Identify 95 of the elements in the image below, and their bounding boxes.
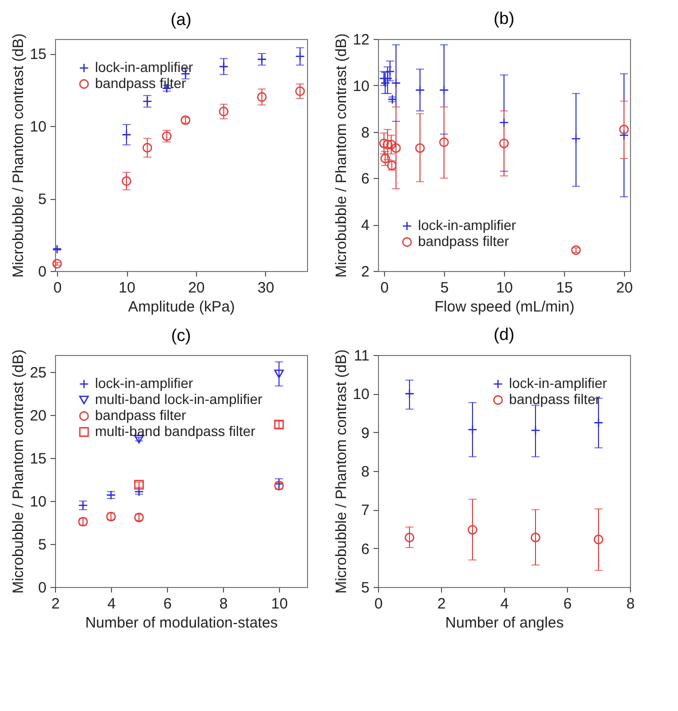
y-tick-label: 5 bbox=[361, 580, 370, 596]
y-tick-label: 12 bbox=[352, 32, 370, 48]
x-tick-label: 15 bbox=[556, 280, 573, 296]
y-tick-label: 9 bbox=[361, 424, 370, 442]
point bbox=[257, 92, 267, 102]
y-tick-label: 8 bbox=[361, 464, 370, 480]
y-tick-label: 7 bbox=[361, 502, 370, 520]
point bbox=[415, 143, 425, 153]
point bbox=[218, 62, 229, 72]
point bbox=[404, 388, 414, 398]
y-tick-label: 6 bbox=[361, 540, 370, 558]
x-axis-title: Number of angles bbox=[445, 614, 564, 632]
x-tick-label: 4 bbox=[107, 596, 116, 612]
y-tick-label: 0 bbox=[38, 580, 46, 596]
y-tick-label: 5 bbox=[38, 536, 46, 554]
x-tick-label: 30 bbox=[258, 280, 274, 296]
legend-label: bandpass filter bbox=[95, 407, 186, 423]
point bbox=[499, 138, 509, 148]
point bbox=[619, 130, 629, 140]
y-axis-title: Microbubble / Phantom contrast (dB) bbox=[332, 33, 350, 278]
point bbox=[52, 244, 62, 254]
x-tick-label: 5 bbox=[440, 280, 449, 296]
point bbox=[499, 118, 509, 128]
y-tick-label: 10 bbox=[352, 386, 370, 404]
point bbox=[52, 258, 62, 269]
legend-label: bandpass filter bbox=[95, 75, 186, 91]
y-tick-label: 8 bbox=[361, 124, 370, 142]
point bbox=[571, 134, 581, 144]
y-tick-label: 11 bbox=[354, 348, 370, 364]
point bbox=[594, 418, 604, 428]
point bbox=[379, 138, 389, 148]
point bbox=[439, 85, 449, 95]
x-axis-title: Number of modulation-states bbox=[85, 614, 278, 632]
point bbox=[295, 52, 305, 62]
x-tick-label: 2 bbox=[437, 596, 446, 612]
y-tick-label: 0 bbox=[38, 264, 46, 280]
point bbox=[468, 524, 478, 535]
legend-label: lock-in-amplifier bbox=[509, 375, 608, 391]
x-tick-label: 20 bbox=[188, 280, 205, 296]
x-tick-label: 0 bbox=[53, 280, 62, 296]
legend-label: multi-band lock-in-amplifier bbox=[95, 391, 263, 407]
x-tick-label: 2 bbox=[51, 596, 60, 612]
point bbox=[122, 130, 132, 140]
x-tick-label: 6 bbox=[163, 596, 172, 612]
chart-title: (a) bbox=[170, 10, 192, 29]
x-tick-label: 20 bbox=[616, 280, 633, 296]
point bbox=[404, 532, 414, 542]
chart-title: (d) bbox=[494, 325, 514, 344]
point bbox=[391, 143, 401, 153]
x-tick-label: 0 bbox=[380, 280, 389, 296]
x-axis-title: Amplitude (kPa) bbox=[128, 298, 235, 316]
point bbox=[439, 137, 449, 148]
y-axis-title: Microbubble / Phantom contrast (dB) bbox=[332, 349, 350, 594]
x-tick-label: 8 bbox=[219, 596, 228, 612]
y-tick-label: 15 bbox=[30, 450, 46, 468]
point bbox=[530, 426, 540, 436]
legend-label: lock-in-amplifier bbox=[95, 375, 194, 391]
y-tick-label: 20 bbox=[30, 408, 46, 425]
x-axis-title: Flow speed (mL/min) bbox=[434, 298, 575, 316]
y-tick-label: 4 bbox=[361, 217, 370, 234]
y-axis-title: Microbubble / Phantom contrast (dB) bbox=[10, 349, 27, 594]
y-tick-label: 10 bbox=[30, 494, 46, 511]
y-axis-title: Microbubble / Phantom contrast (dB) bbox=[10, 33, 27, 278]
chart-title: (c) bbox=[171, 326, 191, 345]
chart-title: (b) bbox=[494, 9, 514, 28]
point bbox=[295, 86, 305, 96]
point bbox=[594, 534, 604, 544]
legend-label: multi-band bandpass filter bbox=[95, 423, 256, 439]
point bbox=[218, 106, 229, 116]
point bbox=[142, 142, 152, 153]
y-tick-label: 6 bbox=[361, 170, 370, 188]
x-tick-label: 4 bbox=[500, 596, 509, 612]
y-tick-label: 15 bbox=[30, 46, 46, 63]
x-tick-label: 0 bbox=[374, 596, 383, 612]
point bbox=[388, 94, 398, 104]
point bbox=[530, 532, 540, 542]
y-tick-label: 10 bbox=[352, 78, 370, 95]
point bbox=[274, 370, 284, 378]
legend-label: lock-in-amplifier bbox=[418, 217, 516, 233]
y-tick-label: 5 bbox=[38, 191, 46, 208]
x-tick-label: 10 bbox=[118, 280, 136, 296]
x-tick-label: 6 bbox=[563, 596, 572, 612]
point bbox=[468, 424, 478, 434]
point bbox=[415, 85, 425, 95]
legend-label: bandpass filter bbox=[509, 391, 600, 407]
point bbox=[619, 124, 629, 134]
y-tick-label: 10 bbox=[30, 118, 46, 136]
legend-label: bandpass filter bbox=[418, 233, 510, 249]
x-tick-label: 10 bbox=[271, 596, 288, 612]
legend-label: lock-in-amplifier bbox=[95, 59, 194, 75]
point bbox=[122, 176, 132, 186]
y-tick-label: 25 bbox=[30, 364, 46, 382]
y-tick-label: 2 bbox=[361, 264, 370, 280]
x-tick-label: 10 bbox=[496, 280, 513, 296]
x-tick-label: 8 bbox=[626, 596, 635, 612]
